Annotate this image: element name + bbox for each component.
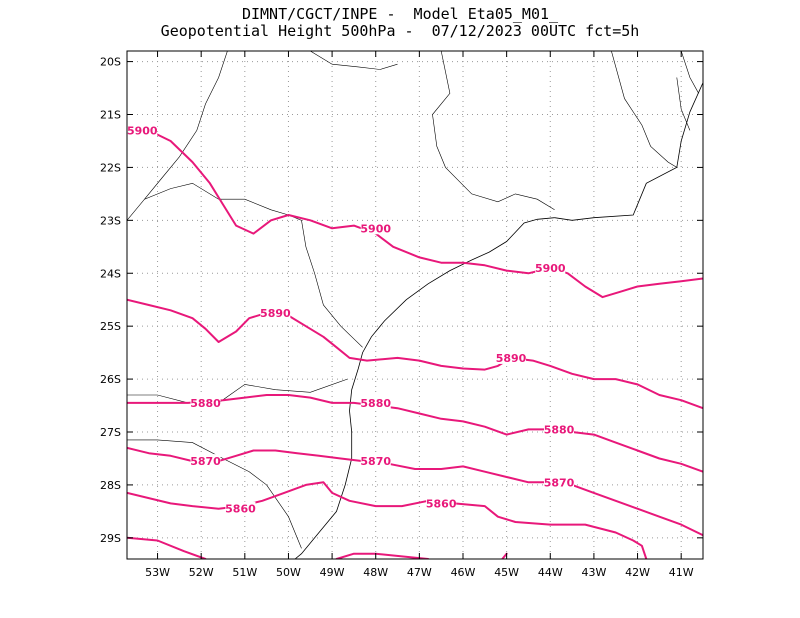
state-border [676,77,691,131]
lon-tick-label: 45W [494,566,519,579]
lon-tick-label: 47W [407,566,432,579]
contour-label-bg [360,395,391,409]
lat-tick-label: 20S [100,56,121,69]
contour-label-bg [426,496,457,510]
lat-tick-label: 23S [100,214,121,227]
lon-tick-label: 46W [451,566,476,579]
lat-tick-label: 28S [100,479,121,492]
graticule [127,51,703,559]
state-border [680,51,699,94]
contour-5900 [127,129,703,299]
contour-lines [127,129,703,559]
contour-label: 5870 [360,455,391,468]
contour-5880 [127,394,703,473]
coastline-northeast [554,82,703,221]
contour-5890 [127,298,703,410]
state-border [310,51,398,70]
coastline-south [294,217,555,559]
contour-label: 5900 [360,222,391,235]
contour-label: 5900 [127,124,158,137]
contour-label-bg [127,123,158,137]
state-border [127,439,302,549]
contour-5850 [501,552,508,559]
lat-tick-label: 22S [100,161,121,174]
political-borders [127,51,699,549]
state-border [432,51,555,211]
contour-label-bg [360,454,391,468]
contour-label-bg [190,454,221,468]
map-title: DIMNT/CGCT/INPE - Model Eta05_M01_ Geopo… [0,6,800,40]
contour-label-bg [190,395,221,409]
title-line-2: Geopotential Height 500hPa - 07/12/2023 … [160,22,640,40]
coastline [294,82,703,559]
state-border [611,51,677,168]
contour-5850 [127,536,207,559]
contour-label-bg [260,305,291,319]
contour-label-bg [225,501,256,515]
contour-label: 5900 [535,262,566,275]
contour-5850 [335,552,430,559]
contour-label: 5860 [426,497,457,510]
lon-tick-label: 48W [363,566,388,579]
title-line-1: DIMNT/CGCT/INPE - Model Eta05_M01_ [241,5,559,23]
lon-tick-label: 50W [276,566,301,579]
contour-label: 5860 [225,503,256,516]
lon-tick-label: 42W [625,566,650,579]
lon-tick-label: 44W [538,566,563,579]
contour-label: 5890 [496,352,527,365]
contour-label: 5880 [544,423,575,436]
lat-tick-label: 26S [100,373,121,386]
lat-tick-label: 24S [100,267,121,280]
lon-tick-label: 51W [232,566,257,579]
contour-label: 5870 [190,455,221,468]
contour-label-bg [544,475,574,489]
contour-label-bg [496,350,526,364]
contour-label: 5880 [360,397,391,410]
contour-5870 [127,446,703,537]
lat-tick-label: 29S [100,532,121,545]
lat-tick-label: 27S [100,426,121,439]
contour-label-bg [535,260,566,274]
lon-tick-label: 49W [320,566,345,579]
state-border [127,378,348,404]
lon-tick-label: 53W [145,566,170,579]
axis-ticks: 20S 21S 22S 23S 24S 25S 26S 27S 28S 29S 53W 52W 51W 5… [100,51,703,579]
lon-tick-label: 41W [669,566,694,579]
contour-labels: 5900 5900 5900 5890 5890 5880 5880 5880 5870 5870… [127,123,575,516]
contour-label: 5890 [260,307,291,320]
lat-tick-label: 21S [100,109,121,122]
lat-tick-label: 25S [100,320,121,333]
state-border [144,51,228,200]
contour-label-bg [544,422,574,436]
contour-5860 [127,481,648,559]
plot-frame [126,50,704,560]
lon-tick-label: 52W [189,566,214,579]
contour-label-bg [360,221,391,235]
contour-label: 5870 [544,476,575,489]
state-border [127,182,363,348]
contour-label: 5880 [190,397,221,410]
lon-tick-label: 43W [581,566,606,579]
